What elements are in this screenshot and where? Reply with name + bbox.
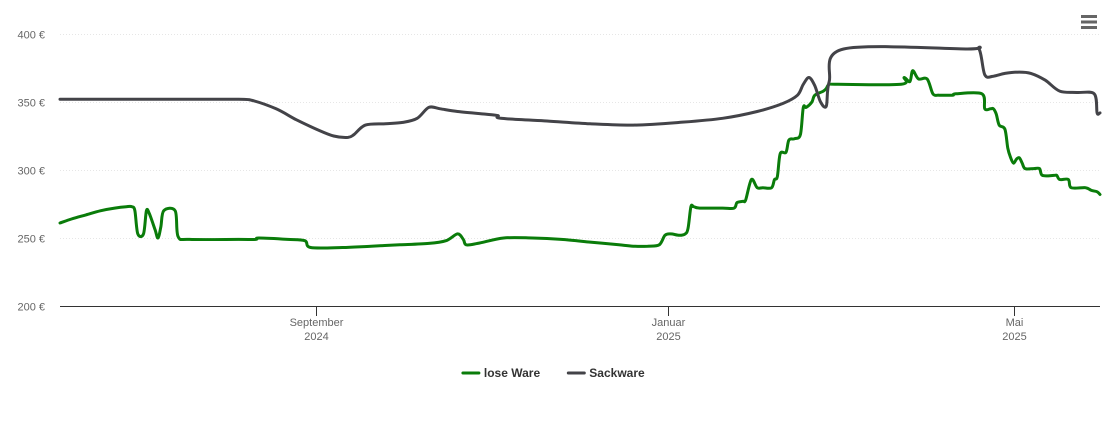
x-tick-label-year: 2025 [1002, 331, 1026, 343]
x-tick-label-month: September [290, 317, 344, 329]
x-tick-label-month: Januar [652, 317, 686, 329]
legend-item-lose-ware[interactable]: lose Ware [461, 366, 541, 380]
y-tick-label: 350 € [17, 98, 45, 110]
hamburger-menu-icon[interactable] [1081, 15, 1097, 29]
legend: lose Ware Sackware [461, 366, 645, 380]
x-tick-label-month: Mai [1006, 317, 1024, 329]
y-axis-labels: 200 € 250 € 300 € 350 € 400 € [17, 30, 45, 314]
series-layer [58, 45, 1102, 250]
series-line-sackware [58, 45, 1102, 139]
y-tick-label: 250 € [17, 234, 45, 246]
menu-icon-bar [1081, 26, 1097, 29]
y-tick-label: 200 € [17, 302, 45, 314]
legend-item-sackware[interactable]: Sackware [566, 366, 645, 380]
legend-label: lose Ware [484, 366, 541, 380]
series-line-lose-ware [58, 69, 1102, 250]
chart-menu-button[interactable] [1076, 10, 1102, 34]
legend-label: Sackware [589, 366, 645, 380]
y-tick-label: 400 € [17, 30, 45, 42]
grid-layer [60, 34, 1100, 239]
menu-icon-bar [1081, 15, 1097, 18]
y-tick-label: 300 € [17, 166, 45, 178]
x-tick-label-year: 2024 [304, 331, 328, 343]
menu-icon-bar [1081, 20, 1097, 24]
x-tick-label-year: 2025 [656, 331, 680, 343]
x-axis: September 2024 Januar 2025 Mai 2025 [60, 306, 1100, 343]
